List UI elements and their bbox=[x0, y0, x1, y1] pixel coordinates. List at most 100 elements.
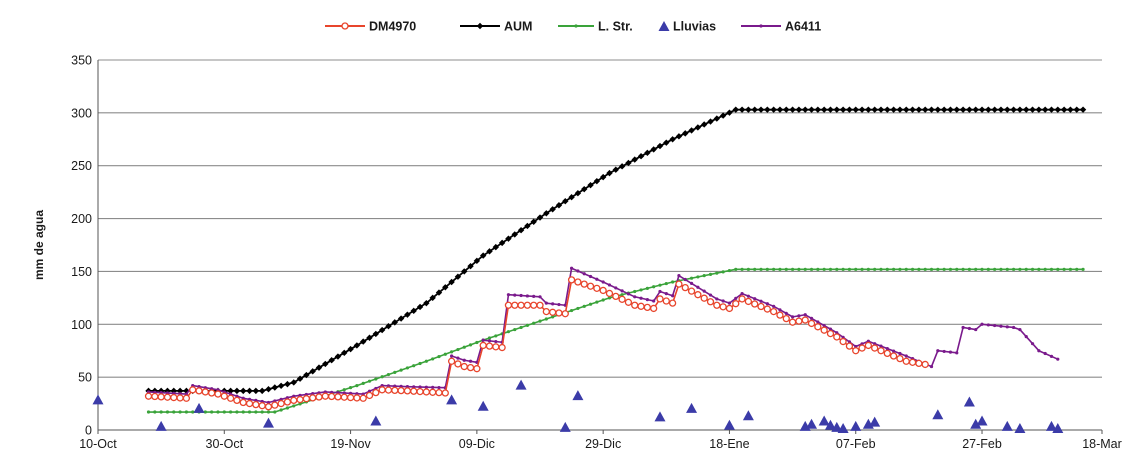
data-point-aum bbox=[877, 106, 885, 113]
data-point-dm4970 bbox=[757, 302, 765, 311]
data-point-a6411 bbox=[999, 324, 1003, 328]
data-point-dm4970 bbox=[473, 365, 481, 373]
data-point-lluvias bbox=[370, 415, 382, 426]
data-point-l-str bbox=[355, 384, 359, 388]
data-point-lluvias bbox=[686, 402, 698, 413]
data-point-l-str bbox=[544, 317, 548, 321]
data-point-dm4970 bbox=[245, 399, 254, 408]
data-point-a6411 bbox=[544, 301, 548, 305]
data-point-aum bbox=[833, 106, 840, 113]
data-point-a6411 bbox=[790, 315, 795, 319]
data-point-dm4970 bbox=[391, 386, 399, 395]
data-point-dm4970 bbox=[239, 398, 247, 407]
legend-label-dm4970: DM4970 bbox=[369, 20, 416, 34]
series-line-aum bbox=[148, 108, 1084, 392]
data-point-aum bbox=[789, 106, 796, 113]
data-point-dm4970 bbox=[637, 302, 645, 310]
data-point-l-str bbox=[184, 410, 189, 414]
data-point-a6411 bbox=[1011, 325, 1016, 330]
data-point-dm4970 bbox=[530, 301, 538, 309]
x-tick-label: 29-Dic bbox=[585, 437, 621, 451]
data-point-a6411 bbox=[753, 297, 757, 301]
x-tick-label: 27-Feb bbox=[962, 437, 1002, 451]
data-point-aum bbox=[953, 106, 960, 113]
data-point-l-str bbox=[487, 336, 492, 340]
data-point-l-str bbox=[367, 379, 372, 383]
data-point-l-str bbox=[601, 298, 605, 302]
data-point-a6411 bbox=[506, 293, 511, 297]
data-point-dm4970 bbox=[334, 393, 342, 401]
data-point-aum bbox=[947, 106, 954, 113]
data-point-aum bbox=[328, 357, 335, 364]
data-point-lluvias bbox=[970, 418, 982, 429]
data-point-l-str bbox=[696, 275, 700, 279]
data-point-l-str bbox=[765, 267, 769, 271]
data-point-l-str bbox=[178, 410, 182, 414]
data-point-dm4970 bbox=[643, 303, 652, 312]
data-point-l-str bbox=[1030, 267, 1035, 271]
data-point-a6411 bbox=[1018, 327, 1022, 332]
data-point-a6411 bbox=[948, 350, 953, 354]
data-point-dm4970 bbox=[315, 393, 323, 401]
data-point-dm4970 bbox=[769, 307, 778, 316]
data-point-a6411 bbox=[645, 298, 649, 302]
data-point-dm4970 bbox=[725, 304, 734, 313]
data-point-l-str bbox=[172, 410, 176, 414]
data-point-a6411 bbox=[456, 356, 460, 360]
data-point-lluvias bbox=[1001, 420, 1013, 431]
data-point-dm4970 bbox=[492, 343, 500, 351]
data-point-a6411 bbox=[689, 281, 694, 286]
data-point-a6411 bbox=[822, 323, 826, 328]
x-tick-label: 19-Nov bbox=[330, 437, 371, 451]
data-point-aum bbox=[644, 149, 651, 157]
data-point-l-str bbox=[689, 276, 694, 280]
legend-label-lluvias: Lluvias bbox=[673, 20, 716, 34]
data-point-aum bbox=[732, 106, 739, 113]
data-point-l-str bbox=[279, 408, 283, 412]
x-tick-label: 18-Ene bbox=[709, 437, 749, 451]
data-point-aum bbox=[227, 387, 234, 395]
data-point-l-str bbox=[1062, 267, 1066, 271]
data-point-dm4970 bbox=[466, 363, 475, 372]
data-point-aum bbox=[871, 106, 878, 113]
y-tick-label: 100 bbox=[71, 318, 92, 332]
series-layer bbox=[92, 106, 1087, 433]
data-point-aum bbox=[404, 311, 411, 318]
data-point-l-str bbox=[1075, 267, 1079, 271]
data-point-aum bbox=[536, 214, 544, 221]
data-point-aum bbox=[682, 130, 689, 137]
data-point-l-str bbox=[607, 296, 612, 300]
data-point-a6411 bbox=[904, 354, 908, 358]
data-point-dm4970 bbox=[555, 309, 563, 317]
data-point-dm4970 bbox=[548, 308, 557, 316]
data-point-a6411 bbox=[551, 302, 555, 306]
data-point-a6411 bbox=[955, 351, 959, 355]
x-tick-label: 09-Dic bbox=[459, 437, 495, 451]
data-point-aum bbox=[1054, 106, 1061, 113]
series-line-l-str bbox=[148, 268, 1084, 413]
data-point-dm4970 bbox=[353, 394, 361, 402]
data-point-l-str bbox=[222, 410, 226, 414]
data-point-dm4970 bbox=[384, 386, 393, 394]
data-point-aum bbox=[360, 338, 367, 345]
data-point-aum bbox=[479, 252, 487, 259]
data-point-aum bbox=[271, 384, 279, 391]
data-point-aum bbox=[568, 194, 575, 201]
data-point-l-str bbox=[904, 267, 908, 271]
data-point-aum bbox=[498, 239, 506, 247]
data-point-l-str bbox=[803, 267, 807, 271]
data-point-lluvias bbox=[559, 421, 571, 432]
data-point-a6411 bbox=[974, 327, 978, 332]
data-point-a6411 bbox=[595, 277, 599, 281]
data-point-lluvias bbox=[831, 421, 843, 432]
data-point-aum bbox=[903, 106, 910, 113]
data-point-l-str bbox=[266, 410, 271, 414]
data-point-aum bbox=[700, 121, 708, 128]
data-point-aum bbox=[921, 106, 929, 113]
data-point-aum bbox=[530, 218, 537, 225]
data-point-l-str bbox=[159, 410, 163, 414]
data-point-aum bbox=[599, 173, 607, 181]
data-point-a6411 bbox=[601, 280, 605, 284]
data-point-dm4970 bbox=[258, 402, 266, 410]
data-point-aum bbox=[467, 262, 474, 270]
